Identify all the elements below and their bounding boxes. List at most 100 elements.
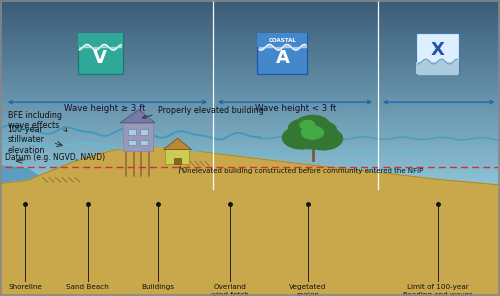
Text: Limit of 100-year
flooding and waves: Limit of 100-year flooding and waves — [402, 284, 472, 296]
Bar — [0, 40, 500, 41]
Text: Wave height ≥ 3 ft: Wave height ≥ 3 ft — [64, 104, 146, 112]
Bar — [0, 130, 500, 131]
Bar — [0, 160, 500, 162]
Bar — [174, 158, 181, 164]
Bar — [140, 140, 147, 145]
Bar — [0, 14, 500, 15]
Bar — [0, 25, 500, 26]
Bar — [0, 147, 500, 148]
Bar — [0, 93, 500, 95]
Bar — [0, 227, 500, 229]
Bar — [0, 156, 500, 157]
Text: Overland
wind fetch: Overland wind fetch — [211, 284, 249, 296]
Bar — [0, 44, 500, 46]
Bar — [0, 113, 500, 115]
Bar — [0, 193, 500, 195]
Bar — [0, 46, 500, 47]
Bar — [0, 260, 500, 262]
Bar — [0, 171, 500, 173]
Bar — [0, 272, 500, 274]
Bar — [0, 223, 500, 225]
Bar — [0, 75, 500, 76]
Bar — [0, 150, 500, 151]
Bar — [0, 3, 500, 4]
Text: Vegetated
region: Vegetated region — [289, 284, 326, 296]
Bar — [78, 33, 122, 74]
Bar — [78, 33, 122, 47]
Bar — [0, 35, 500, 37]
Bar — [0, 34, 500, 35]
Text: Datum (e.g. NGVD, NAVD): Datum (e.g. NGVD, NAVD) — [5, 153, 105, 162]
Bar — [0, 287, 500, 289]
Bar — [0, 20, 500, 21]
Bar — [0, 128, 500, 130]
Bar — [0, 69, 500, 70]
Circle shape — [306, 121, 336, 139]
Bar — [0, 206, 500, 208]
Bar — [0, 215, 500, 217]
Bar — [0, 81, 500, 83]
Bar — [0, 185, 500, 187]
Bar — [0, 104, 500, 105]
Bar — [0, 115, 500, 116]
Bar — [0, 43, 500, 44]
Bar — [0, 126, 500, 127]
Bar — [0, 277, 500, 279]
Bar — [166, 149, 190, 164]
Text: Buildings: Buildings — [141, 284, 174, 290]
Bar — [0, 55, 500, 57]
Bar — [0, 8, 500, 9]
Bar — [0, 234, 500, 236]
Bar — [0, 131, 500, 133]
Bar — [0, 217, 500, 219]
Bar — [0, 83, 500, 84]
Bar — [0, 200, 500, 202]
Bar — [0, 73, 500, 75]
Bar — [0, 4, 500, 6]
Bar — [416, 33, 459, 74]
Bar — [0, 285, 500, 287]
Bar — [140, 129, 147, 135]
Bar — [0, 58, 500, 60]
Bar — [0, 236, 500, 238]
Bar — [0, 49, 500, 50]
Bar — [0, 208, 500, 210]
Polygon shape — [164, 138, 192, 149]
Bar — [0, 275, 500, 277]
Bar — [0, 264, 500, 266]
Bar — [0, 26, 500, 28]
Text: BFE including
wave effects: BFE including wave effects — [8, 111, 67, 131]
Bar — [0, 157, 500, 159]
Bar — [0, 98, 500, 99]
Bar — [0, 139, 500, 141]
Bar — [0, 1, 500, 3]
Bar — [0, 70, 500, 72]
Bar — [0, 177, 500, 179]
Text: COASTAL: COASTAL — [268, 38, 296, 43]
Bar — [0, 124, 500, 126]
Bar — [0, 245, 500, 247]
Bar — [0, 255, 500, 257]
Bar — [0, 219, 500, 221]
Bar — [0, 159, 500, 160]
Bar — [0, 187, 500, 189]
Bar — [0, 29, 500, 30]
Bar — [0, 116, 500, 118]
Bar — [0, 210, 500, 212]
Bar — [0, 232, 500, 234]
Bar — [0, 247, 500, 249]
Bar — [0, 238, 500, 240]
Bar — [0, 138, 500, 139]
Bar — [0, 290, 500, 292]
Bar — [0, 80, 500, 81]
Bar — [0, 266, 500, 268]
Bar — [0, 262, 500, 264]
Bar — [0, 181, 500, 182]
Bar — [0, 61, 500, 63]
Bar — [0, 119, 500, 121]
Bar — [0, 60, 500, 61]
Bar — [0, 213, 500, 215]
Bar — [0, 225, 500, 227]
Circle shape — [295, 115, 330, 136]
Text: Wave height < 3 ft: Wave height < 3 ft — [256, 104, 336, 112]
